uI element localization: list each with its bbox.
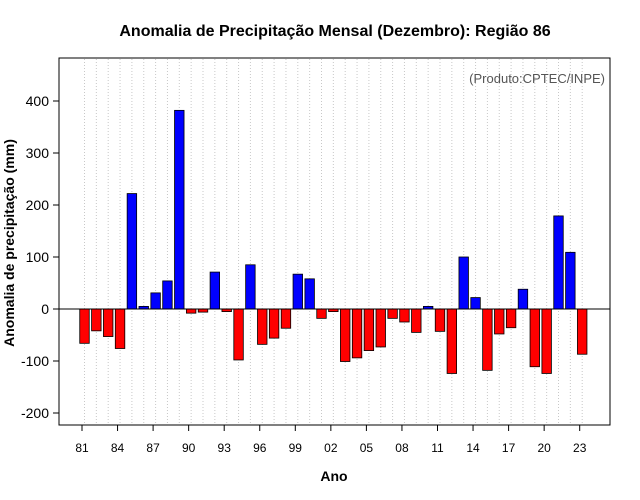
y-tick-label: 400 xyxy=(26,93,50,109)
x-tick-label: 93 xyxy=(218,441,232,455)
x-tick-label: 87 xyxy=(146,441,160,455)
bar-2007 xyxy=(387,308,398,319)
bar-2001 xyxy=(316,308,327,319)
x-axis: 81 84 87 90 93 96 99 02 05 08 11 14 17 20 23 xyxy=(75,425,587,455)
x-tick-label: 20 xyxy=(537,441,551,455)
y-tick-label: -200 xyxy=(21,405,49,421)
bar-2000 xyxy=(304,278,315,310)
y-axis: -200 -100 0 100 200 300 400 xyxy=(21,93,59,421)
bar-2019 xyxy=(529,308,540,368)
bar-1998 xyxy=(280,308,292,329)
bar-2008 xyxy=(399,308,410,323)
bar-1987 xyxy=(150,292,161,310)
bar-1995 xyxy=(245,264,256,310)
bar-1996 xyxy=(257,308,268,345)
x-tick-label: 99 xyxy=(289,441,303,455)
bars-group xyxy=(79,109,588,374)
bar-2016 xyxy=(494,308,505,335)
y-tick-label: 200 xyxy=(26,197,50,213)
x-tick-label: 11 xyxy=(431,441,444,455)
x-tick-label: 17 xyxy=(502,441,516,455)
y-axis-label: Anomalia de precipitação (mm) xyxy=(1,139,17,347)
x-tick-label: 81 xyxy=(75,441,89,455)
bar-2015 xyxy=(482,308,493,371)
x-tick-label: 05 xyxy=(360,441,374,455)
bar-2012 xyxy=(446,308,458,374)
bar-2013 xyxy=(458,256,469,310)
x-tick-label: 90 xyxy=(182,441,196,455)
bar-1990 xyxy=(185,308,197,314)
source-annotation: (Produto:CPTEC/INPE) xyxy=(469,71,605,86)
bar-2022 xyxy=(565,251,576,310)
bar-2004 xyxy=(351,308,363,359)
bar-1982 xyxy=(91,308,102,332)
x-tick-label: 84 xyxy=(111,441,125,455)
bar-2018 xyxy=(517,288,529,310)
bar-2017 xyxy=(505,308,517,329)
bar-1989 xyxy=(174,109,185,310)
x-axis-label: Ano xyxy=(320,468,347,484)
vertical-gridlines xyxy=(84,59,583,424)
bar-2011 xyxy=(434,308,446,332)
y-tick-label: 0 xyxy=(41,301,49,317)
bar-1983 xyxy=(103,308,114,337)
bar-1992 xyxy=(209,271,221,310)
bar-2006 xyxy=(375,308,386,348)
bar-1997 xyxy=(268,308,280,339)
bar-2020 xyxy=(541,308,552,374)
x-tick-label: 96 xyxy=(253,441,267,455)
bar-1988 xyxy=(162,280,173,310)
bar-1985 xyxy=(126,193,138,310)
x-tick-label: 14 xyxy=(466,441,480,455)
x-tick-label: 02 xyxy=(324,441,338,455)
x-tick-label: 08 xyxy=(395,441,409,455)
bar-1984 xyxy=(114,308,126,349)
y-tick-label: 100 xyxy=(26,249,50,265)
x-tick-label: 23 xyxy=(573,441,587,455)
bar-2003 xyxy=(340,308,351,362)
bar-1981 xyxy=(79,308,90,344)
bar-2014 xyxy=(470,297,481,310)
chart-title: Anomalia de Precipitação Mensal (Dezembr… xyxy=(119,23,550,40)
y-tick-label: -100 xyxy=(21,353,49,369)
bar-1994 xyxy=(233,308,244,361)
y-tick-label: 300 xyxy=(26,145,50,161)
plot-area-frame xyxy=(58,57,611,426)
bar-1999 xyxy=(292,273,303,310)
bar-2005 xyxy=(363,308,375,351)
bar-2009 xyxy=(411,308,422,333)
bar-2023 xyxy=(577,308,588,355)
bar-2021 xyxy=(553,215,564,310)
